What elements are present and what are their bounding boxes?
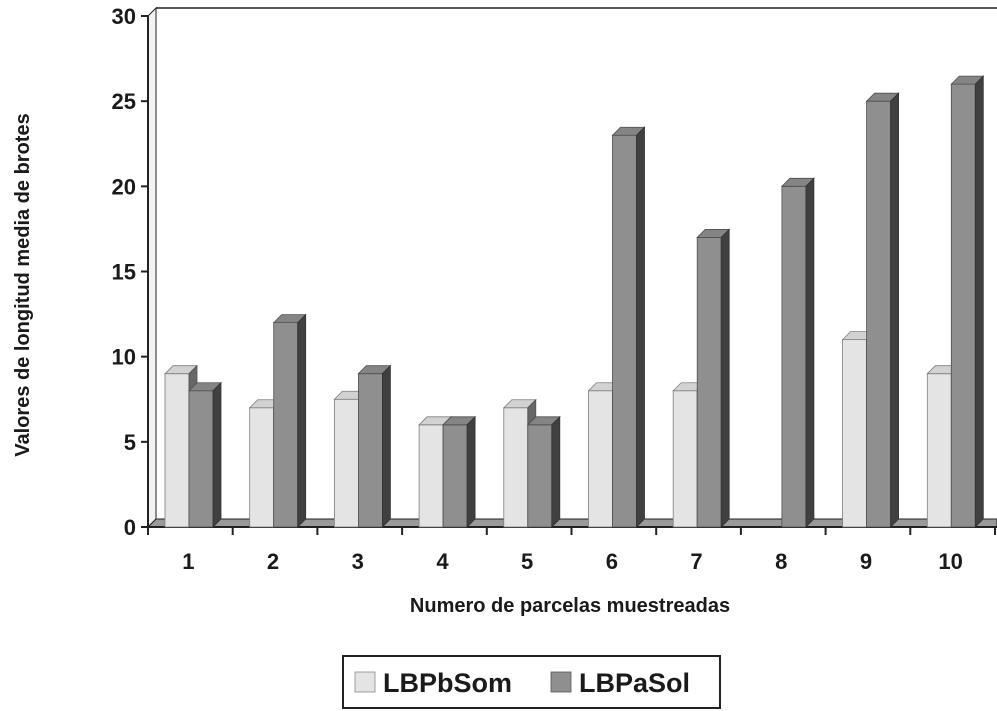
bar-side-face (974, 75, 984, 528)
bar-side-face (381, 364, 391, 528)
bar-front-face (418, 424, 444, 528)
bar-side-face (805, 177, 815, 528)
bar-LBPaSol-9 (865, 92, 900, 528)
bar-side-face (890, 92, 899, 528)
bar-LBPaSol-7 (696, 228, 731, 528)
legend-label-LBPaSol: LBPaSol (579, 668, 690, 698)
bar-side-face (297, 313, 307, 528)
x-tick-label: 6 (606, 549, 618, 574)
legend-swatch-LBPaSol (550, 671, 572, 693)
bar-front-face (950, 83, 976, 528)
legend-label-LBPbSom: LBPbSom (383, 668, 512, 698)
bar-front-face (588, 390, 613, 528)
x-tick-label: 3 (352, 549, 364, 574)
bar-front-face (672, 390, 698, 528)
x-tick-label: 9 (860, 549, 872, 574)
y-tick-label: 30 (112, 4, 136, 29)
bar-front-face (612, 134, 637, 528)
y-axis-title: Valores de longitud media de brotes (12, 113, 34, 456)
bar-front-face (357, 373, 383, 528)
y-tick-label: 25 (112, 89, 136, 114)
x-tick-label: 7 (690, 549, 702, 574)
y-tick-label: 0 (124, 515, 136, 540)
bar-LBPaSol-2 (272, 313, 307, 528)
bar-front-face (527, 424, 553, 528)
bar-front-face (333, 398, 359, 528)
bar-front-face (188, 390, 214, 528)
y-tick-label: 10 (112, 345, 136, 370)
bar-LBPaSol-1 (188, 381, 222, 528)
bar-LBPaSol-6 (611, 126, 646, 528)
bar-LBPaSol-10 (950, 75, 985, 528)
bar-front-face (842, 339, 867, 528)
x-tick-label: 4 (436, 549, 449, 574)
bar-front-face (249, 407, 275, 528)
bar-front-face (926, 373, 952, 528)
bar-side-face (212, 381, 222, 528)
bar-side-face (551, 415, 561, 528)
x-tick-label: 1 (182, 549, 194, 574)
bar-LBPaSol-4 (442, 415, 477, 528)
bar-front-face (781, 185, 807, 528)
bar-side-face (636, 126, 645, 528)
bar-front-face (696, 237, 722, 528)
bar-front-face (442, 424, 468, 528)
x-tick-label: 10 (938, 549, 962, 574)
bar-side-face (466, 415, 476, 528)
bar-front-face (273, 322, 299, 528)
bar-LBPaSol-8 (780, 177, 815, 528)
x-axis-title: Numero de parcelas muestreadas (410, 595, 730, 617)
bar-side-face (720, 228, 730, 528)
y-tick-label: 20 (112, 174, 136, 199)
legend: LBPbSom LBPaSol (342, 655, 721, 709)
y-tick-label: 15 (112, 260, 136, 285)
bar-LBPaSol-3 (357, 364, 392, 528)
x-tick-label: 2 (267, 549, 279, 574)
bar-front-face (866, 100, 891, 528)
y-tick-label: 5 (124, 430, 136, 455)
legend-swatch-LBPbSom (354, 671, 376, 693)
chart-bars (164, 75, 985, 528)
x-tick-label: 8 (775, 549, 787, 574)
chart-labels: Numero de parcelas muestreadas Valores d… (12, 4, 963, 617)
x-tick-label: 5 (521, 549, 533, 574)
bar-LBPaSol-5 (526, 415, 561, 528)
y-axis-wall (147, 6, 157, 529)
bar-front-face (164, 373, 190, 528)
legend-box (342, 655, 721, 709)
bar-front-face (503, 407, 529, 528)
